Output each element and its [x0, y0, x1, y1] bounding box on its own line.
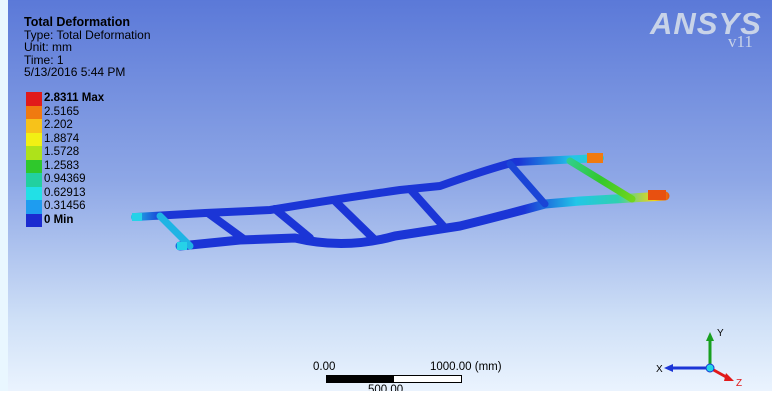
triad-x-arrow [664, 364, 673, 372]
legend-swatch [26, 132, 42, 146]
legend-swatch [26, 119, 42, 133]
legend-label: 1.8874 [44, 132, 80, 145]
legend-swatch [26, 200, 42, 214]
result-title: Total Deformation [24, 15, 131, 29]
ansys-logo: ANSYS [650, 6, 762, 41]
legend-swatch [26, 173, 42, 187]
legend-label-max: 2.8311 Max [44, 92, 105, 104]
result-time: Time: 1 [24, 52, 64, 67]
triad-icon[interactable]: X Y Z [650, 320, 760, 390]
legend-swatch [26, 146, 42, 160]
cross-member [331, 197, 379, 244]
viewport-bottom-strip [0, 391, 772, 401]
rear-bracket [587, 153, 603, 163]
legend-label: 1.5728 [44, 146, 80, 158]
legend-swatch [26, 92, 42, 106]
legend-label-min: 0 Min [44, 213, 74, 226]
cross-member [506, 160, 549, 208]
left-end-cap [177, 242, 187, 250]
legend-swatch [26, 159, 42, 173]
legend-label: 1.2583 [44, 159, 80, 172]
scale-label-left: 0.00 [313, 361, 336, 373]
result-date: 5/13/2016 5:44 PM [24, 65, 126, 79]
viewport-left-strip [0, 0, 8, 401]
cross-member [566, 157, 636, 203]
legend-label: 0.62913 [44, 186, 86, 199]
frame-rail-upper [131, 154, 604, 221]
cross-member [271, 205, 314, 242]
legend-label: 0.94369 [44, 173, 86, 185]
left-end-cap [132, 213, 142, 221]
legend-label: 0.31456 [44, 200, 86, 212]
result-unit: Unit: mm [24, 40, 72, 54]
result-type: Type: Total Deformation [24, 27, 151, 42]
cross-member [204, 209, 249, 244]
frame-rail-lower [175, 191, 670, 251]
triad-y-label: Y [717, 328, 724, 339]
triad-x-label: X [656, 364, 663, 375]
triad-origin [705, 363, 715, 373]
scale-label-right: 1000.00 (mm) [430, 361, 502, 373]
result-info: Total Deformation Type: Total Deformatio… [24, 16, 151, 79]
front-bracket [648, 190, 666, 200]
triad-y-arrow [706, 332, 714, 341]
cross-member [406, 185, 449, 232]
scale-bar-segment [327, 376, 394, 382]
legend-label: 2.202 [44, 119, 73, 131]
legend-swatch [26, 105, 42, 119]
triad-z-arrow [724, 373, 734, 381]
cross-member [156, 212, 194, 250]
legend-swatch [26, 213, 42, 227]
legend-swatch [26, 186, 42, 200]
triad-z-label: Z [736, 378, 742, 389]
legend-label: 2.5165 [44, 105, 80, 118]
scale-bar [326, 375, 462, 383]
version-label: v11 [728, 32, 753, 51]
